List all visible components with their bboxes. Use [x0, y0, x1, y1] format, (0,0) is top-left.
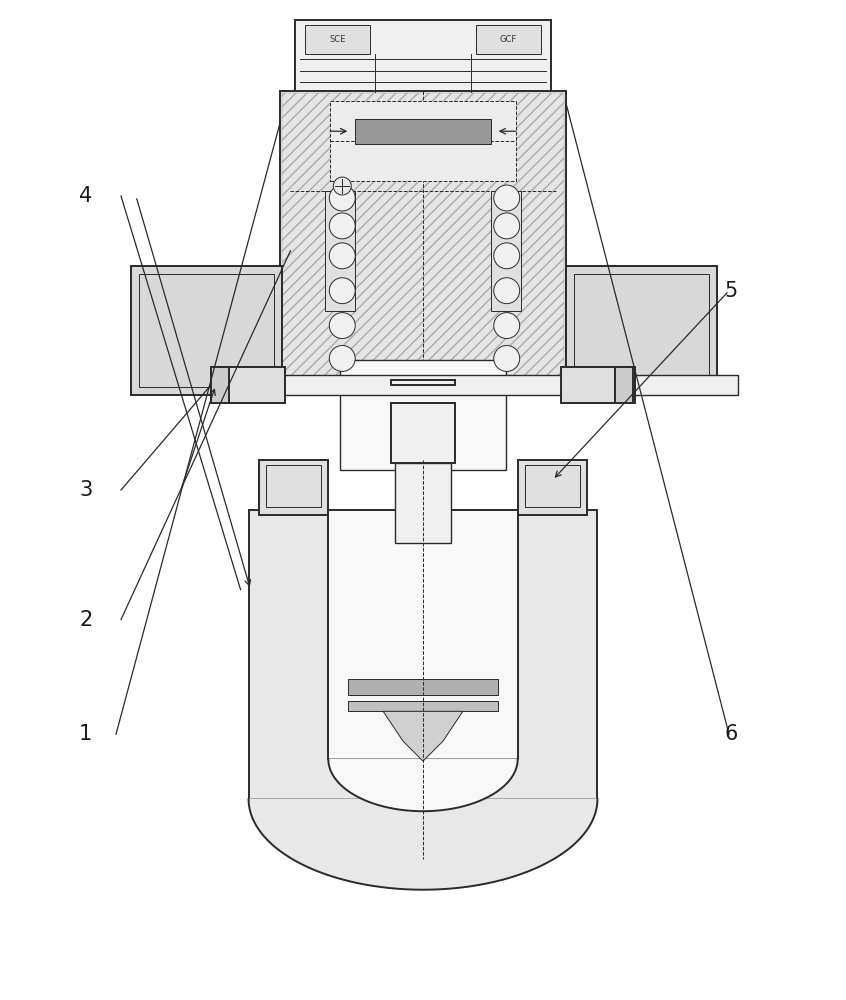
Circle shape	[329, 185, 355, 211]
Circle shape	[494, 213, 519, 239]
Circle shape	[494, 243, 519, 269]
Circle shape	[494, 346, 519, 371]
Bar	[139, 274, 274, 387]
Bar	[295, 20, 551, 94]
Bar	[211, 367, 228, 403]
Polygon shape	[249, 799, 597, 890]
Text: 2: 2	[79, 610, 92, 630]
Circle shape	[329, 346, 355, 371]
Bar	[259, 460, 328, 515]
Bar	[518, 460, 587, 515]
Bar	[565, 266, 717, 395]
Bar	[340, 360, 506, 470]
Bar	[211, 367, 285, 403]
Text: 6: 6	[724, 724, 738, 744]
Text: 5: 5	[724, 281, 738, 301]
Circle shape	[329, 243, 355, 269]
Bar	[349, 679, 497, 695]
Bar	[349, 701, 497, 711]
Bar	[615, 367, 634, 403]
Bar	[266, 465, 321, 507]
Polygon shape	[383, 711, 463, 761]
Polygon shape	[328, 759, 518, 811]
Bar	[283, 93, 563, 378]
Circle shape	[494, 278, 519, 304]
Bar	[391, 380, 455, 385]
Text: SCE: SCE	[330, 35, 346, 44]
Bar	[561, 367, 635, 403]
Bar	[326, 191, 355, 311]
Bar	[475, 25, 541, 54]
Bar	[249, 510, 597, 799]
Circle shape	[494, 185, 519, 211]
Bar	[491, 191, 520, 311]
Bar	[328, 510, 518, 759]
Bar	[574, 274, 709, 387]
Circle shape	[333, 177, 351, 195]
Circle shape	[329, 213, 355, 239]
Text: 4: 4	[79, 186, 92, 206]
Bar	[216, 375, 738, 395]
Text: 3: 3	[79, 480, 92, 500]
Bar	[330, 101, 516, 181]
Circle shape	[494, 313, 519, 339]
Bar	[305, 25, 371, 54]
Circle shape	[329, 278, 355, 304]
Bar	[395, 463, 451, 543]
Bar	[355, 119, 491, 144]
Bar	[391, 403, 455, 463]
Bar	[525, 465, 580, 507]
Text: GCF: GCF	[500, 35, 517, 44]
Bar	[281, 91, 565, 380]
Bar	[131, 266, 283, 395]
Circle shape	[329, 313, 355, 339]
Text: 1: 1	[79, 724, 92, 744]
